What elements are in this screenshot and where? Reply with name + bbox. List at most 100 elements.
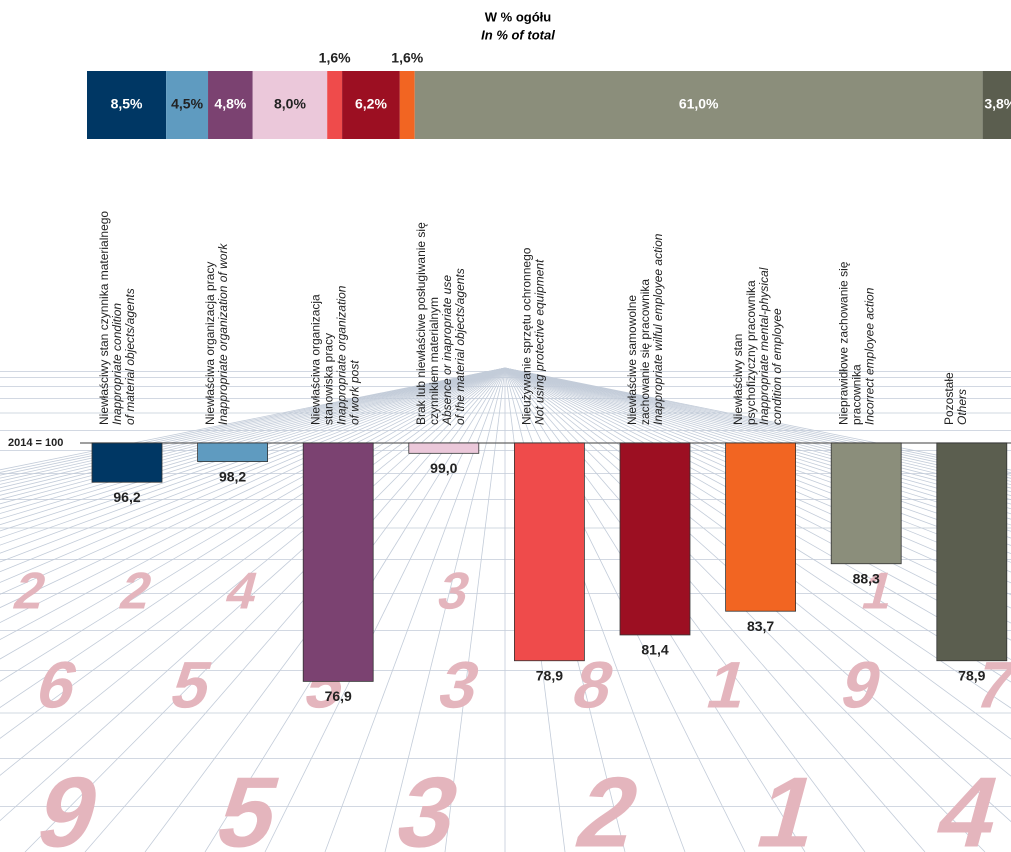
bar-segment [982,71,1011,139]
category-label: condition of employee [770,308,784,425]
category-label: Niewłaściwa organizacja pracy [203,262,217,425]
category-label: psychofizyczny pracownika [744,280,758,425]
grid-ray [0,367,506,496]
bar-segment [414,71,983,139]
category-label: Others [955,389,969,425]
bar [91,442,163,483]
grid-ray [504,367,1011,777]
grid-ray [0,367,506,500]
grid-ray [504,367,1011,501]
bar-segment [399,71,415,139]
bar-segment [252,71,328,139]
background-digit: 1 [699,648,755,722]
bar [830,442,902,565]
category-label: Nieprawidłowe zachowanie się [836,261,850,425]
category-label: Incorrect employee action [862,287,876,425]
grid-ray [504,367,1011,496]
background-digit: 1 [746,756,832,852]
background-digit: 4 [926,756,1011,852]
category-label: Niewłaściwy stan [731,334,745,425]
grid-ray [0,367,506,554]
category-label: Niewłaściwe samowolne [625,295,639,425]
grid-ray [384,367,506,852]
value-label: 3,8% [984,96,1011,112]
category-label: Niewłaściwa organizacja [308,294,322,425]
grid-ray [504,367,1011,554]
category-label: Inappropriate organization [334,285,348,425]
bar [197,442,269,462]
grid-ray [504,367,1011,471]
background-digit: 9 [833,648,889,722]
value-label: 61,0% [679,96,719,112]
value-label: 83,7 [747,618,774,634]
value-label: 96,2 [113,489,140,505]
category-label: Inappropriate organization of work [216,243,230,425]
grid-ray [264,367,506,852]
background-digit: 4 [220,563,265,621]
category-label: Inappropriate mental-physical [757,267,771,425]
category-label: Brak lub niewłaściwe posługiwanie się [414,222,428,425]
category-label: Inappropriate wilful employee action [651,233,665,425]
grid-ray [504,367,1011,563]
value-label: 6,2% [355,96,387,112]
background-digit: 3 [431,648,487,722]
grid-ray [0,367,506,563]
category-label: of work post [347,360,361,425]
grid-ray [0,367,506,708]
grid-ray [0,367,506,682]
background-digit: 2 [566,756,652,852]
bar-segment [87,71,167,139]
value-label: 98,2 [219,468,246,484]
value-label: 81,4 [641,642,668,658]
grid-ray [0,367,506,739]
grid-ray [504,367,1011,584]
background-digit: 6 [29,648,85,722]
background-digit: 3 [386,756,472,852]
y-tick-label: 2014 = 100 [8,437,63,449]
category-label: of the material objects/agents [453,268,467,425]
bar [619,442,691,636]
bar [514,442,585,662]
value-label: 99,0 [430,460,457,476]
bar-segment [342,71,400,139]
bar [936,442,1008,662]
category-label: Absence or inapropriate use [440,275,454,426]
background: 224133611165538197953214 [0,367,1011,852]
grid-ray [444,367,506,852]
grid-ray [504,367,1011,505]
background-digit: 9 [26,756,112,852]
value-label: 78,9 [958,667,985,683]
background-digit: 5 [206,756,292,852]
grid-ray [0,367,506,546]
category-label: Nieużywanie sprzętu ochronnego [520,247,534,425]
value-label: 4,8% [214,96,246,112]
grid-ray [504,367,1011,573]
background-digit: 2 [114,563,158,621]
category-label: Inappropriate condition [110,303,124,425]
category-label: Pozostałe [942,372,956,425]
grid-ray [504,367,1011,740]
chart-subtitle: In % of total [481,27,555,42]
value-label: 88,3 [853,570,880,586]
bar-segment [327,71,343,139]
grid-ray [0,367,506,489]
grid-ray [0,367,506,492]
category-label: of material objects/agents [123,288,137,425]
value-label: 1,6% [391,50,423,66]
category-label: Not using protective equipment [533,259,547,425]
background-digit: 2 [8,563,52,621]
chart-title: W % ogółu [485,9,551,24]
bar-segment [166,71,209,139]
category-label: pracownika [849,364,863,425]
value-label: 8,0% [274,96,306,112]
value-label: 8,5% [111,96,143,112]
bar [302,442,374,682]
background-digit: 5 [163,648,219,722]
value-label: 4,5% [171,96,203,112]
value-label: 78,9 [536,667,563,683]
category-label: stanowiska pracy [321,333,335,425]
bar [725,442,796,612]
background-digit: 3 [432,563,476,621]
value-label: 76,9 [325,688,352,704]
